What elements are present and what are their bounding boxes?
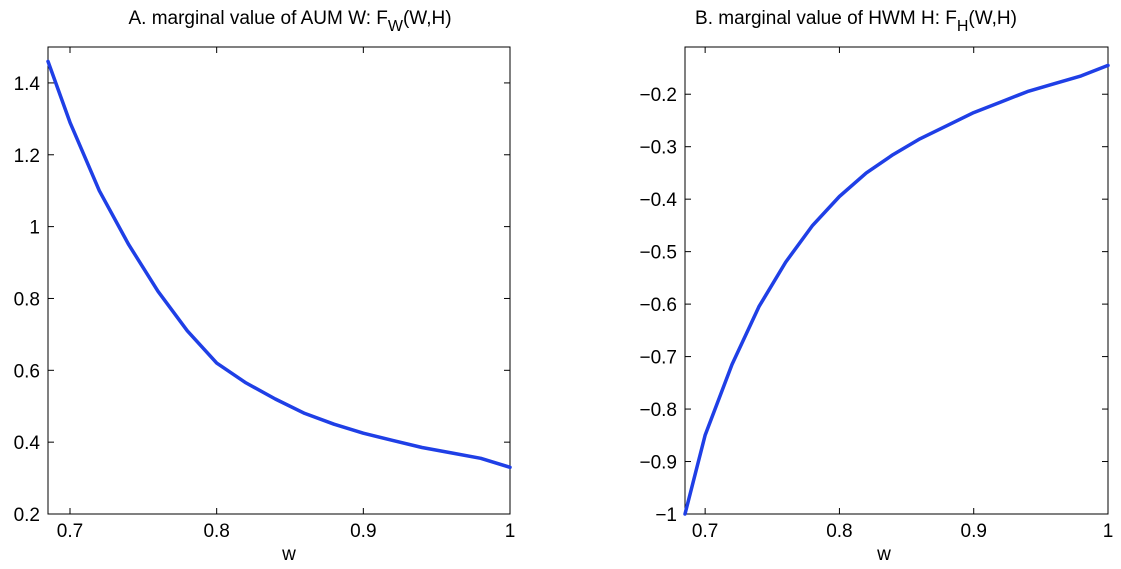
panel-a-x-tick-label: 0.8 [203, 521, 229, 542]
panel-a-y-tick-label: 0.6 [14, 361, 40, 382]
panel-a-y-tick-label: 1 [29, 218, 40, 239]
panel-a-x-tick-label: 0.7 [57, 521, 83, 542]
panel-b-y-tick-label: −1 [655, 505, 677, 526]
panel-a-title-tail: (W,H) [403, 8, 452, 29]
panel-b-plot-area: 0.7 0.8 0.9 1 −1 −0.9 −0.8 −0.7 −0.6 −0.5 −0.4 −0.3… [639, 46, 1114, 542]
panel-b-title-sub: H [957, 18, 969, 35]
panel-b-y-tick-label: −0.3 [639, 138, 677, 159]
panel-b-x-tick-label: 0.7 [692, 521, 718, 542]
panel-b-x-tick-label: 0.9 [961, 521, 987, 542]
panel-b-title-tail: (W,H) [968, 8, 1017, 29]
panel-a: A. marginal value of AUM W: FW(W,H) 0.7 0… [14, 8, 516, 565]
panel-b-y-tick-label: −0.4 [639, 190, 677, 211]
panel-a-y-tick-label: 0.2 [14, 505, 40, 526]
panel-a-y-tick-label: 1.4 [14, 74, 41, 95]
panel-b-title-main: B. marginal value of HWM H: F [695, 8, 957, 29]
panel-b-y-tick-label: −0.8 [639, 400, 677, 421]
panel-a-title: A. marginal value of AUM W: FW(W,H) [128, 8, 451, 35]
panel-b-x-axis-label: w [876, 544, 891, 565]
panel-a-title-main: A. marginal value of AUM W: F [128, 8, 387, 29]
panel-b-y-tick-label: −0.7 [639, 348, 677, 369]
panel-b-y-tick-label: −0.5 [639, 243, 677, 264]
panel-a-series-line [46, 59, 512, 470]
panel-a-y-tick-label: 0.4 [14, 433, 41, 454]
panel-a-x-tick-label: 0.9 [350, 521, 376, 542]
panel-b-frame [684, 46, 1109, 515]
panel-a-y-tick-label: 1.2 [14, 146, 40, 167]
panel-b: B. marginal value of HWM H: FH(W,H) 0.7 0… [639, 8, 1113, 565]
panel-b-x-tick-label: 1 [1103, 521, 1114, 542]
panel-b-series-line [683, 63, 1110, 516]
panel-b-y-tick-label: −0.2 [639, 85, 677, 106]
panel-a-x-axis-label: w [281, 544, 296, 565]
panel-b-y-tick-label: −0.9 [639, 453, 677, 474]
panel-a-frame [47, 46, 511, 515]
panel-b-title: B. marginal value of HWM H: FH(W,H) [695, 8, 1017, 35]
panel-a-plot-area: 0.7 0.8 0.9 1 0.2 0.4 0.6 0.8 1 1.2 1.4 [14, 46, 516, 542]
panel-b-x-tick-label: 0.8 [826, 521, 852, 542]
panel-a-x-tick-label: 1 [505, 521, 516, 542]
panel-a-y-tick-label: 0.8 [14, 289, 40, 310]
panel-a-title-sub: W [388, 18, 404, 35]
panel-b-y-tick-label: −0.6 [639, 295, 677, 316]
